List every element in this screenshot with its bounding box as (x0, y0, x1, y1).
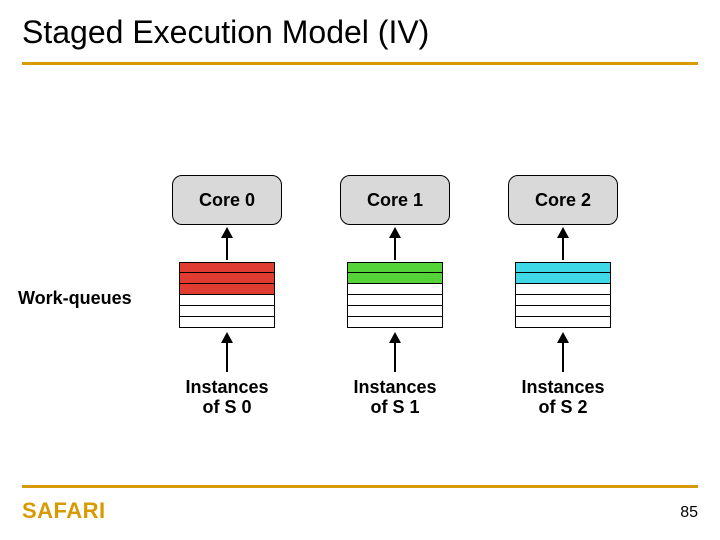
queue-slot (515, 295, 611, 306)
queue-slot (179, 273, 275, 284)
work-queue-1 (347, 262, 443, 328)
queue-slot (179, 295, 275, 306)
queue-slot (347, 262, 443, 273)
arrow-up-icon (226, 332, 228, 372)
arrow-up-icon (226, 227, 228, 260)
queue-slot (347, 306, 443, 317)
workqueues-label: Work-queues (18, 288, 132, 309)
arrow-up-icon (562, 227, 564, 260)
queue-slot (347, 295, 443, 306)
core-label: Core 2 (535, 190, 591, 211)
queue-slot (515, 262, 611, 273)
queue-slot (179, 317, 275, 328)
queue-slot (347, 284, 443, 295)
core-box-2: Core 2 (508, 175, 618, 225)
queue-slot (179, 284, 275, 295)
queue-slot (347, 317, 443, 328)
queue-slot (515, 306, 611, 317)
caption-line: Instances (498, 378, 628, 398)
core-box-1: Core 1 (340, 175, 450, 225)
arrow-up-icon (562, 332, 564, 372)
caption-line: of S 2 (498, 398, 628, 418)
core-label: Core 0 (199, 190, 255, 211)
queue-slot (515, 284, 611, 295)
queue-slot (179, 306, 275, 317)
work-queue-2 (515, 262, 611, 328)
queue-slot (347, 273, 443, 284)
footer-rule (22, 485, 698, 488)
core-label: Core 1 (367, 190, 423, 211)
core-box-0: Core 0 (172, 175, 282, 225)
brand-logo: SAFARI (22, 498, 106, 524)
caption-line: of S 1 (330, 398, 460, 418)
arrow-up-icon (394, 332, 396, 372)
instances-caption-1: Instancesof S 1 (330, 378, 460, 418)
page-number: 85 (680, 504, 698, 522)
queue-slot (515, 273, 611, 284)
caption-line: of S 0 (162, 398, 292, 418)
instances-caption-0: Instancesof S 0 (162, 378, 292, 418)
caption-line: Instances (162, 378, 292, 398)
instances-caption-2: Instancesof S 2 (498, 378, 628, 418)
queue-slot (515, 317, 611, 328)
slide-title: Staged Execution Model (IV) (22, 14, 429, 51)
arrow-up-icon (394, 227, 396, 260)
caption-line: Instances (330, 378, 460, 398)
title-rule (22, 62, 698, 65)
work-queue-0 (179, 262, 275, 328)
queue-slot (179, 262, 275, 273)
